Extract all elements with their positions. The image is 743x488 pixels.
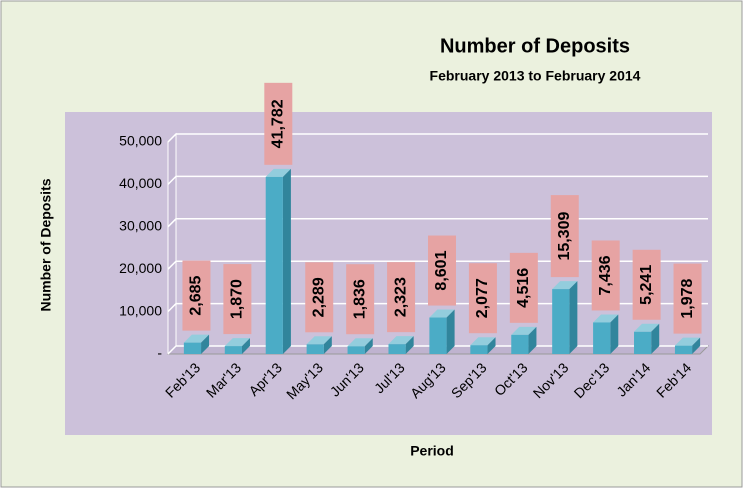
- data-label: 2,077: [474, 278, 491, 318]
- data-label-box: [346, 264, 375, 335]
- bar-side: [282, 168, 291, 354]
- bar-side: [692, 337, 701, 354]
- bar: [470, 345, 488, 354]
- bar: [593, 322, 611, 354]
- bar-top: [634, 323, 660, 332]
- bar-top: [470, 337, 496, 346]
- data-label: 15,309: [556, 212, 573, 261]
- bar: [674, 345, 693, 354]
- bar-top: [347, 338, 373, 347]
- data-label-box: [387, 262, 416, 333]
- grid-line: [167, 175, 708, 185]
- data-label-box: [632, 249, 661, 320]
- bar-side: [405, 336, 414, 354]
- bar-side: [446, 309, 455, 354]
- axis-wall: [167, 132, 177, 356]
- data-label: 1,836: [351, 279, 368, 319]
- bar: [429, 317, 447, 354]
- data-label: 1,870: [229, 279, 246, 319]
- bar-side: [487, 337, 496, 354]
- bar-side: [364, 338, 373, 354]
- data-label-box: [509, 252, 538, 323]
- bar: [552, 289, 570, 354]
- data-label-box: [305, 262, 334, 333]
- bar-top: [265, 168, 291, 177]
- data-label-box: [468, 263, 497, 334]
- bar: [183, 342, 202, 354]
- y-tick-label: 10,000: [119, 302, 162, 318]
- data-label-box: [673, 263, 702, 334]
- bar-top: [511, 326, 537, 335]
- bar: [347, 346, 365, 354]
- y-axis-label: Number of Deposits: [38, 178, 54, 311]
- bar-top: [224, 338, 250, 347]
- y-tick-label: 50,000: [119, 133, 162, 149]
- bar-side: [323, 336, 332, 354]
- bar: [224, 346, 242, 354]
- y-tick-label: -: [157, 345, 162, 361]
- data-label: 2,685: [188, 275, 205, 315]
- bar: [265, 176, 283, 354]
- bar-top: [674, 337, 701, 346]
- data-label: 2,323: [392, 277, 409, 317]
- data-label: 8,601: [433, 250, 450, 290]
- bar-top: [552, 281, 578, 290]
- bar-side: [241, 338, 250, 354]
- bar-top: [388, 336, 414, 345]
- chart-title: Number of Deposits: [440, 35, 630, 57]
- data-label: 1,978: [679, 278, 696, 318]
- grid-line: [167, 218, 708, 228]
- bar-side: [569, 281, 578, 354]
- chart-subtitle: February 2013 to February 2014: [430, 68, 641, 84]
- bar: [388, 344, 406, 354]
- data-label: 4,516: [515, 268, 532, 308]
- bar-side: [528, 326, 537, 354]
- bar: [634, 331, 652, 354]
- y-tick-label: 20,000: [119, 260, 162, 276]
- data-label: 7,436: [597, 255, 614, 295]
- bar-top: [183, 334, 210, 343]
- bar-top: [593, 314, 619, 323]
- y-tick-label: 30,000: [119, 218, 162, 234]
- bar-side: [201, 334, 210, 354]
- bar-top: [306, 336, 332, 345]
- bar: [511, 334, 529, 354]
- bar-side: [610, 314, 619, 354]
- data-label-box: [428, 235, 456, 306]
- bar-top: [429, 309, 455, 318]
- data-label-box: [550, 195, 579, 278]
- bar-side: [651, 323, 660, 354]
- x-axis-label: Period: [410, 443, 454, 459]
- data-label-box: [264, 82, 293, 165]
- data-label-box: [223, 264, 252, 335]
- bar: [306, 344, 324, 354]
- data-label: 2,289: [310, 277, 327, 317]
- grid-line: [167, 133, 708, 143]
- data-label-box: [182, 260, 211, 331]
- data-label: 5,241: [638, 265, 655, 305]
- data-label-box: [591, 240, 620, 311]
- data-label: 41,782: [270, 99, 287, 148]
- y-tick-label: 40,000: [119, 175, 162, 191]
